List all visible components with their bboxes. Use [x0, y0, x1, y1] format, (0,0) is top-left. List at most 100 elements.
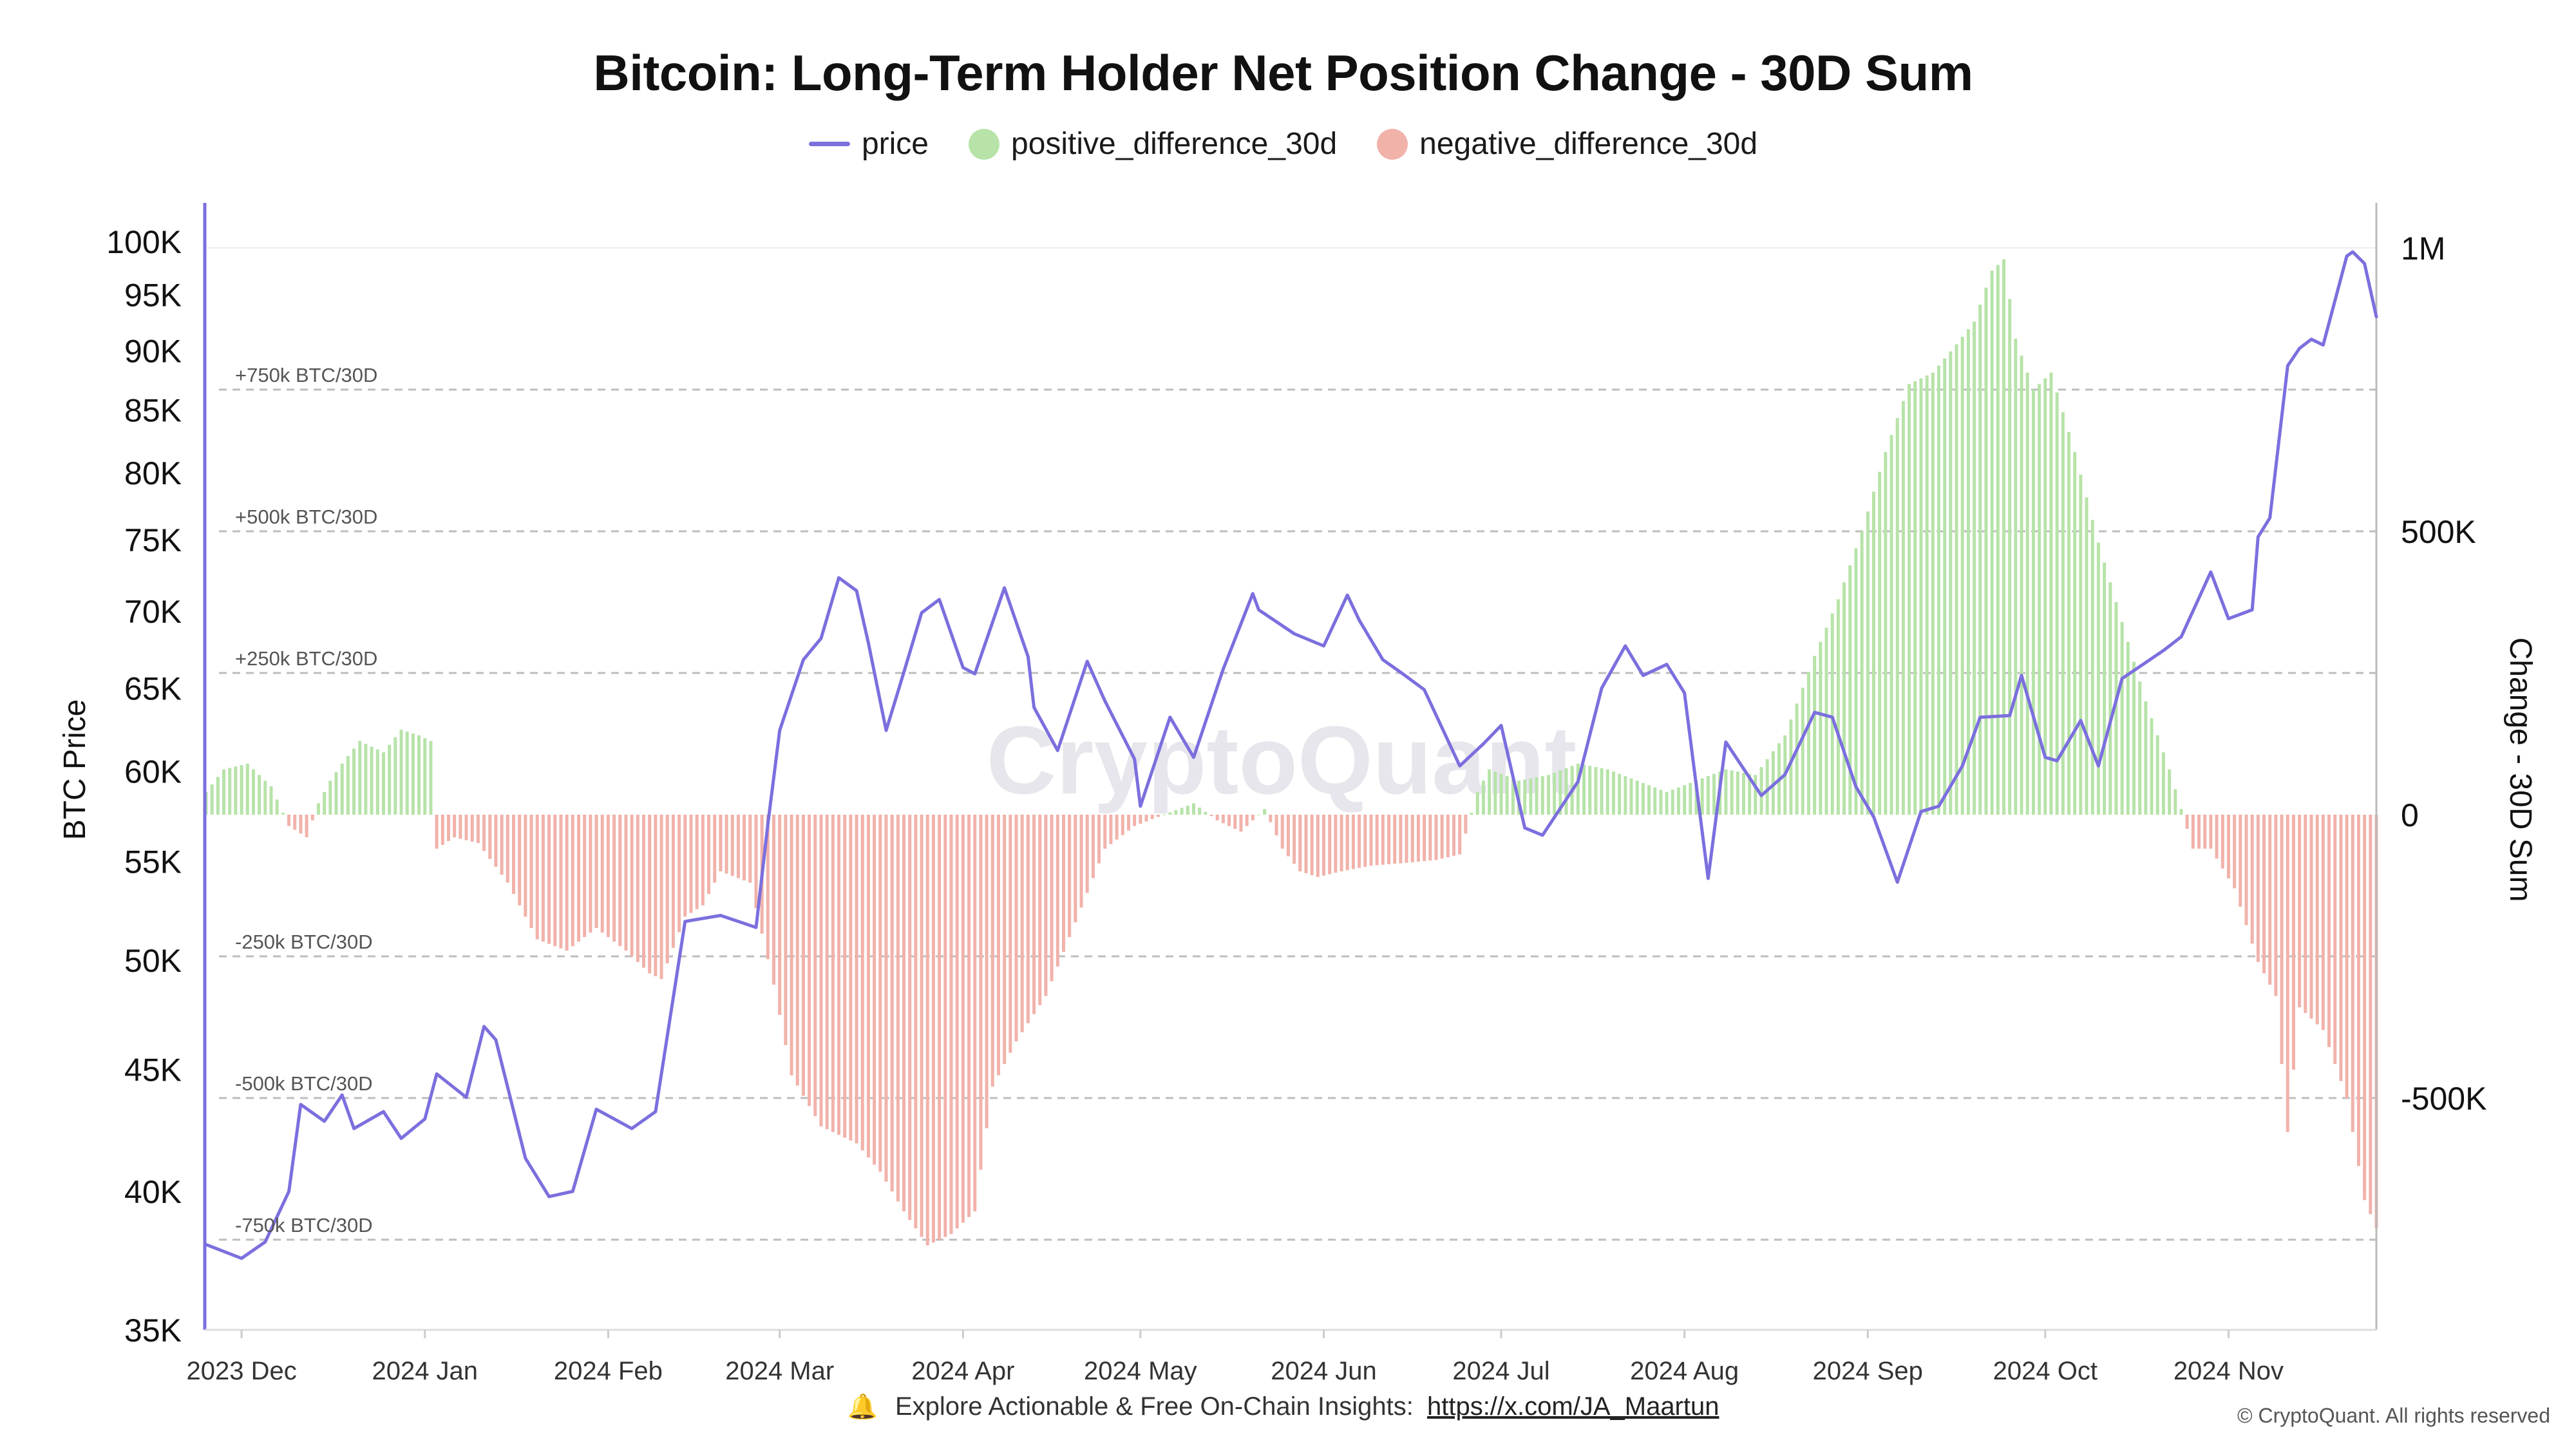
bar-negative: [589, 815, 592, 933]
bar-negative: [1044, 815, 1048, 996]
bar-negative: [1351, 815, 1355, 869]
legend-item-negative[interactable]: negative_difference_30d: [1377, 126, 1757, 162]
bar-positive: [1824, 627, 1828, 815]
bar-positive: [2174, 789, 2177, 815]
bar-negative: [1399, 815, 1403, 864]
x-tick-label: 2024 Jun: [1271, 1357, 1377, 1385]
bar-negative: [2356, 815, 2360, 1166]
bar-positive: [1919, 378, 1923, 815]
bar-negative: [990, 815, 994, 1087]
bar-negative: [730, 815, 734, 876]
bar-negative: [2233, 815, 2237, 889]
bar-positive: [340, 763, 344, 815]
bar-positive: [1889, 435, 1893, 815]
bar-negative: [2209, 815, 2213, 849]
bar-negative: [766, 815, 770, 960]
bar-negative: [884, 815, 888, 1182]
legend-item-positive[interactable]: positive_difference_30d: [969, 126, 1337, 162]
bar-negative: [459, 815, 462, 839]
bar-negative: [902, 815, 906, 1211]
bar-positive: [1741, 772, 1745, 815]
bar-positive: [2179, 809, 2183, 815]
bar-positive: [1854, 548, 1858, 815]
bar-negative: [1126, 815, 1130, 831]
x-tick-label: 2023 Dec: [186, 1357, 296, 1385]
bar-negative: [790, 815, 793, 1075]
x-tick-label: 2024 Jul: [1452, 1357, 1549, 1385]
bar-positive: [1540, 776, 1544, 815]
bar-negative: [2321, 815, 2325, 1030]
bar-negative: [1032, 815, 1036, 1014]
bar-positive: [1618, 773, 1622, 815]
bar-positive: [1647, 785, 1651, 815]
bar-positive: [1671, 790, 1674, 815]
bar-negative: [671, 815, 675, 948]
bar-positive: [1475, 791, 1479, 815]
bar-negative: [973, 815, 977, 1211]
bar-negative: [819, 815, 823, 1126]
bar-positive: [370, 746, 374, 815]
bar-positive: [1866, 511, 1870, 815]
bar-positive: [334, 772, 338, 815]
bar-negative: [1328, 815, 1332, 875]
bar-negative: [719, 815, 723, 871]
bar-positive: [2150, 718, 2154, 815]
bar-negative: [1091, 815, 1095, 878]
bar-positive: [1984, 287, 1988, 815]
bar-positive: [2079, 475, 2083, 815]
bar-negative: [1387, 815, 1391, 864]
bar-positive: [411, 733, 415, 815]
x-tick-label: 2024 May: [1084, 1357, 1197, 1385]
bar-positive: [1564, 768, 1568, 815]
bar-positive: [1168, 812, 1172, 815]
bar-positive: [2114, 602, 2118, 815]
bar-negative: [689, 815, 693, 913]
bar-positive: [269, 786, 273, 815]
bar-positive: [1653, 787, 1657, 815]
bar-negative: [577, 815, 581, 942]
footer-link[interactable]: https://x.com/JA_Maartun: [1426, 1392, 1719, 1421]
bar-negative: [914, 815, 918, 1229]
bar-negative: [931, 815, 935, 1243]
bar-negative: [2239, 815, 2242, 907]
bar-positive: [1996, 265, 2000, 815]
bar-negative: [1405, 815, 1408, 863]
bar-positive: [1582, 764, 1586, 815]
bar-positive: [1198, 808, 1202, 815]
bar-negative: [736, 815, 740, 878]
bar-negative: [772, 815, 776, 985]
bar-negative: [2363, 815, 2367, 1200]
bar-negative: [2286, 815, 2289, 1132]
bar-negative: [1056, 815, 1059, 967]
bar-positive: [2138, 681, 2142, 815]
bar-positive: [1925, 375, 1929, 815]
bar-positive: [1736, 772, 1739, 815]
bar-negative: [2185, 815, 2189, 829]
legend-item-price[interactable]: price: [808, 126, 929, 162]
bar-negative: [310, 815, 314, 820]
x-tick-label: 2024 Oct: [1993, 1357, 2098, 1385]
bar-negative: [2291, 815, 2295, 1070]
bar-positive: [381, 752, 385, 815]
bar-negative: [1440, 815, 1444, 859]
bar-negative: [795, 815, 799, 1086]
bar-negative: [2262, 815, 2266, 974]
bar-positive: [2168, 769, 2172, 815]
bar-negative: [2197, 815, 2201, 849]
bar-negative: [1233, 815, 1237, 829]
right-tick-label: 500K: [2401, 514, 2476, 550]
bar-positive: [240, 765, 243, 815]
bar-positive: [1730, 770, 1734, 815]
bar-positive: [2132, 661, 2136, 815]
bar-positive: [1901, 401, 1905, 815]
bar-negative: [961, 815, 965, 1223]
bar-positive: [263, 781, 267, 815]
bar-negative: [1050, 815, 1054, 981]
bell-icon: 🔔: [847, 1394, 878, 1421]
bar-positive: [1813, 656, 1817, 815]
bar-negative: [1334, 815, 1338, 873]
bar-positive: [1842, 582, 1846, 815]
bar-negative: [748, 815, 752, 883]
bar-negative: [648, 815, 652, 974]
bar-positive: [1878, 471, 1882, 815]
